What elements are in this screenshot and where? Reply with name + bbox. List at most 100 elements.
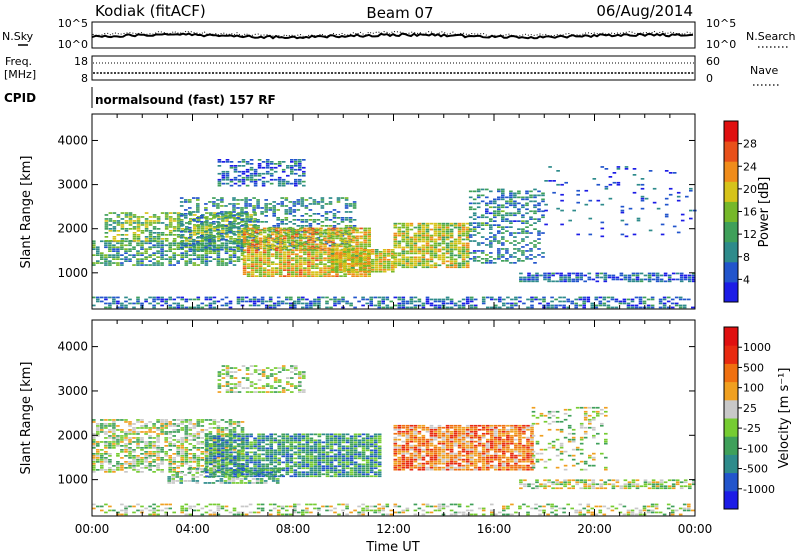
data-cell [327,271,331,273]
data-cell [689,209,693,212]
data-cell [437,232,442,235]
data-cell [288,221,293,223]
data-cell [301,296,305,299]
data-cell [530,507,534,510]
data-cell [265,161,270,163]
data-cell [332,225,337,227]
data-cell [144,441,148,443]
data-cell [212,252,217,254]
data-cell [421,306,426,309]
data-cell [189,236,193,238]
data-cell [152,471,156,473]
data-cell [646,509,651,512]
data-cell [453,244,458,247]
data-cell [209,226,213,228]
data-cell [449,264,454,267]
colorbar-tick-label: 28 [743,138,757,151]
data-cell [176,471,180,473]
data-cell [328,203,333,205]
data-cell [200,260,205,262]
data-cell [172,431,176,433]
data-cell [144,228,149,230]
data-cell [354,256,359,259]
data-cell [196,236,200,239]
data-cell [288,201,293,203]
data-cell [393,264,398,267]
data-cell [421,264,426,267]
data-cell [212,258,217,260]
data-cell [220,419,225,421]
data-cell [429,228,434,231]
data-cell [417,226,422,229]
data-cell [249,163,254,165]
data-cell [449,232,454,235]
data-cell [529,200,533,203]
data-cell [533,262,537,264]
data-cell [286,166,290,169]
data-cell [276,219,280,221]
data-cell [290,170,294,173]
data-cell [319,235,323,238]
data-cell [287,275,291,277]
data-cell [295,267,299,269]
data-cell [108,296,112,299]
data-cell [417,256,422,259]
data-cell [311,265,315,267]
data-cell [152,306,156,309]
data-cell [258,259,263,262]
data-cell [393,304,398,307]
data-cell [124,304,128,307]
data-cell [124,300,128,303]
data-cell [108,443,112,445]
data-cell [228,425,233,427]
data-cell [355,235,359,238]
data-cell [472,214,477,217]
data-cell [191,480,196,482]
data-cell [266,265,271,267]
data-cell [358,255,363,257]
data-cell [108,469,112,471]
data-cell [468,234,473,236]
data-cell [369,302,373,305]
data-cell [283,267,287,269]
data-cell [317,298,321,301]
data-cell [638,296,643,299]
data-cell [278,235,283,238]
data-cell [526,298,530,301]
data-cell [262,227,267,230]
data-cell [610,306,615,309]
data-cell [273,163,278,165]
data-cell [319,253,323,256]
data-cell [562,511,566,514]
data-cell [266,263,271,265]
data-cell [216,505,221,508]
data-cell [289,296,293,299]
data-cell [229,184,234,187]
data-cell [391,255,395,257]
data-cell [338,256,343,259]
data-cell [672,225,677,228]
data-cell [278,261,283,264]
data-cell [325,509,329,512]
data-cell [465,302,470,305]
data-cell [260,302,265,305]
data-cell [506,302,510,305]
data-cell [244,197,248,199]
data-cell [192,254,197,256]
data-cell [535,276,539,279]
data-cell [514,511,518,514]
data-cell [179,476,183,478]
data-cell [248,503,253,506]
data-cell [348,221,353,223]
data-cell [132,459,136,461]
data-cell [172,435,176,437]
data-cell [366,256,371,259]
data-cell [497,256,501,258]
data-cell [148,224,153,226]
data-cell [232,209,236,211]
data-cell [387,258,391,261]
data-cell [168,216,173,218]
data-cell [554,304,558,307]
data-cell [273,178,278,181]
data-cell [120,218,125,220]
